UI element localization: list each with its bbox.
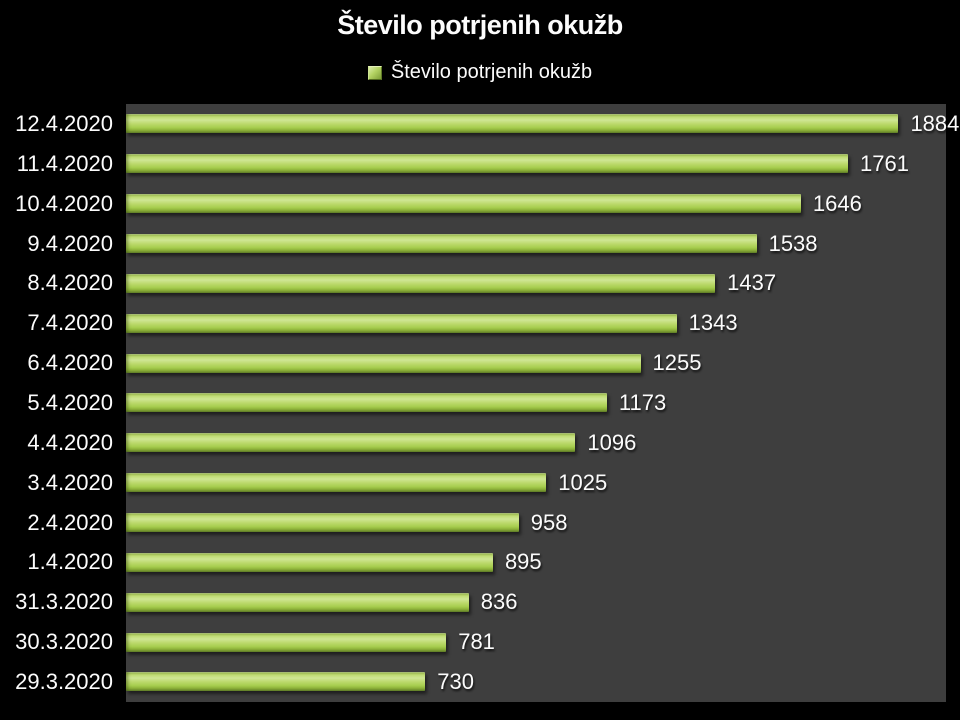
bar — [126, 194, 801, 214]
value-label: 781 — [458, 629, 495, 655]
category-label: 29.3.2020 — [15, 668, 113, 694]
category-label: 30.3.2020 — [15, 629, 113, 655]
bar — [126, 513, 519, 533]
bar — [126, 393, 607, 413]
bar — [126, 473, 547, 493]
category-label: 2.4.2020 — [27, 509, 113, 535]
legend-marker-icon — [367, 65, 382, 80]
legend-label: Število potrjenih okužb — [390, 61, 593, 83]
category-label: 1.4.2020 — [27, 549, 113, 575]
value-label: 1761 — [860, 150, 909, 176]
bar-row: 1173 — [126, 383, 946, 423]
category-label: 9.4.2020 — [27, 230, 113, 256]
bar-row: 958 — [126, 503, 946, 543]
bar-row: 730 — [126, 662, 946, 702]
bar — [126, 552, 493, 572]
plot-area: 1884 1761 1646 1538 1437 1343 1255 1173 1096 1025… — [126, 104, 959, 702]
value-label: 1538 — [768, 230, 818, 256]
category-labels: 12.4.2020 11.4.2020 10.4.2020 9.4.2020 8.4.2… — [0, 104, 113, 702]
value-label: 895 — [504, 549, 542, 575]
bar — [126, 154, 848, 174]
category-label: 6.4.2020 — [27, 350, 113, 376]
category-label: 12.4.2020 — [15, 110, 113, 136]
category-label: 11.4.2020 — [16, 150, 113, 176]
value-label: 1437 — [727, 270, 777, 296]
value-label: 958 — [530, 509, 568, 535]
category-label: 7.4.2020 — [27, 310, 113, 336]
value-label: 1646 — [812, 190, 862, 216]
bar — [126, 353, 641, 373]
bar — [126, 114, 899, 134]
category-label: 8.4.2020 — [27, 270, 113, 296]
bar-row: 1437 — [126, 263, 946, 303]
category-label: 10.4.2020 — [15, 190, 113, 216]
bar — [126, 313, 677, 333]
category-label: 5.4.2020 — [27, 389, 113, 415]
bar — [126, 632, 447, 652]
value-label: 1173 — [618, 389, 667, 415]
bar — [126, 672, 426, 692]
bar — [126, 273, 716, 293]
value-label: 1255 — [652, 350, 702, 376]
bar-row: 1343 — [126, 303, 946, 343]
legend: Število potrjenih okužb — [0, 61, 960, 84]
bar-row: 1646 — [126, 184, 946, 224]
category-label: 3.4.2020 — [27, 469, 113, 495]
bar — [126, 592, 469, 612]
category-label: 4.4.2020 — [27, 429, 113, 455]
value-label: 836 — [480, 589, 518, 615]
category-label: 31.3.2020 — [15, 589, 113, 615]
chart-title: Število potrjenih okužb — [337, 10, 623, 40]
bar-row: 1538 — [126, 224, 946, 264]
bar-row: 836 — [126, 582, 946, 622]
bar-row: 895 — [126, 542, 946, 582]
value-label: 1343 — [688, 310, 738, 336]
bar-row: 781 — [126, 622, 946, 662]
value-label: 1096 — [587, 429, 637, 455]
bar — [126, 234, 757, 253]
value-label: 1884 — [910, 110, 960, 136]
value-label: 1025 — [558, 469, 608, 495]
bar-row: 1025 — [126, 463, 946, 503]
value-label: 730 — [437, 668, 475, 694]
bar-row: 1255 — [126, 343, 946, 383]
bar-row: 1884 — [126, 104, 959, 144]
bar-row: 1096 — [126, 423, 946, 463]
bar — [126, 433, 576, 453]
bar-row: 1761 — [126, 144, 946, 184]
